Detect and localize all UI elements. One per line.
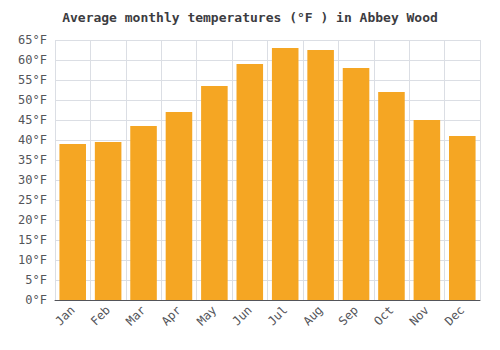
svg-text:Average monthly temperatures (: Average monthly temperatures (°F ) in Ab… xyxy=(62,10,438,25)
svg-text:60°F: 60°F xyxy=(18,53,47,67)
svg-text:Mar: Mar xyxy=(123,303,148,328)
svg-text:Jun: Jun xyxy=(230,303,255,328)
svg-text:15°F: 15°F xyxy=(18,233,47,247)
svg-text:Jan: Jan xyxy=(52,303,77,328)
svg-text:Sep: Sep xyxy=(336,303,361,328)
svg-text:May: May xyxy=(194,303,219,328)
svg-text:Jul: Jul xyxy=(265,303,290,328)
svg-text:30°F: 30°F xyxy=(18,173,47,187)
svg-text:50°F: 50°F xyxy=(18,93,47,107)
svg-text:20°F: 20°F xyxy=(18,213,47,227)
svg-text:10°F: 10°F xyxy=(18,253,47,267)
svg-text:55°F: 55°F xyxy=(18,73,47,87)
svg-text:35°F: 35°F xyxy=(18,153,47,167)
svg-text:Feb: Feb xyxy=(88,303,113,328)
svg-text:40°F: 40°F xyxy=(18,133,47,147)
svg-text:0°F: 0°F xyxy=(25,293,47,307)
svg-text:Oct: Oct xyxy=(371,303,396,328)
svg-text:5°F: 5°F xyxy=(25,273,47,287)
svg-text:65°F: 65°F xyxy=(18,33,47,47)
svg-text:Apr: Apr xyxy=(159,303,184,328)
svg-text:Aug: Aug xyxy=(300,303,325,328)
svg-text:Dec: Dec xyxy=(442,303,467,328)
svg-text:45°F: 45°F xyxy=(18,113,47,127)
svg-text:25°F: 25°F xyxy=(18,193,47,207)
svg-text:Nov: Nov xyxy=(407,303,432,328)
